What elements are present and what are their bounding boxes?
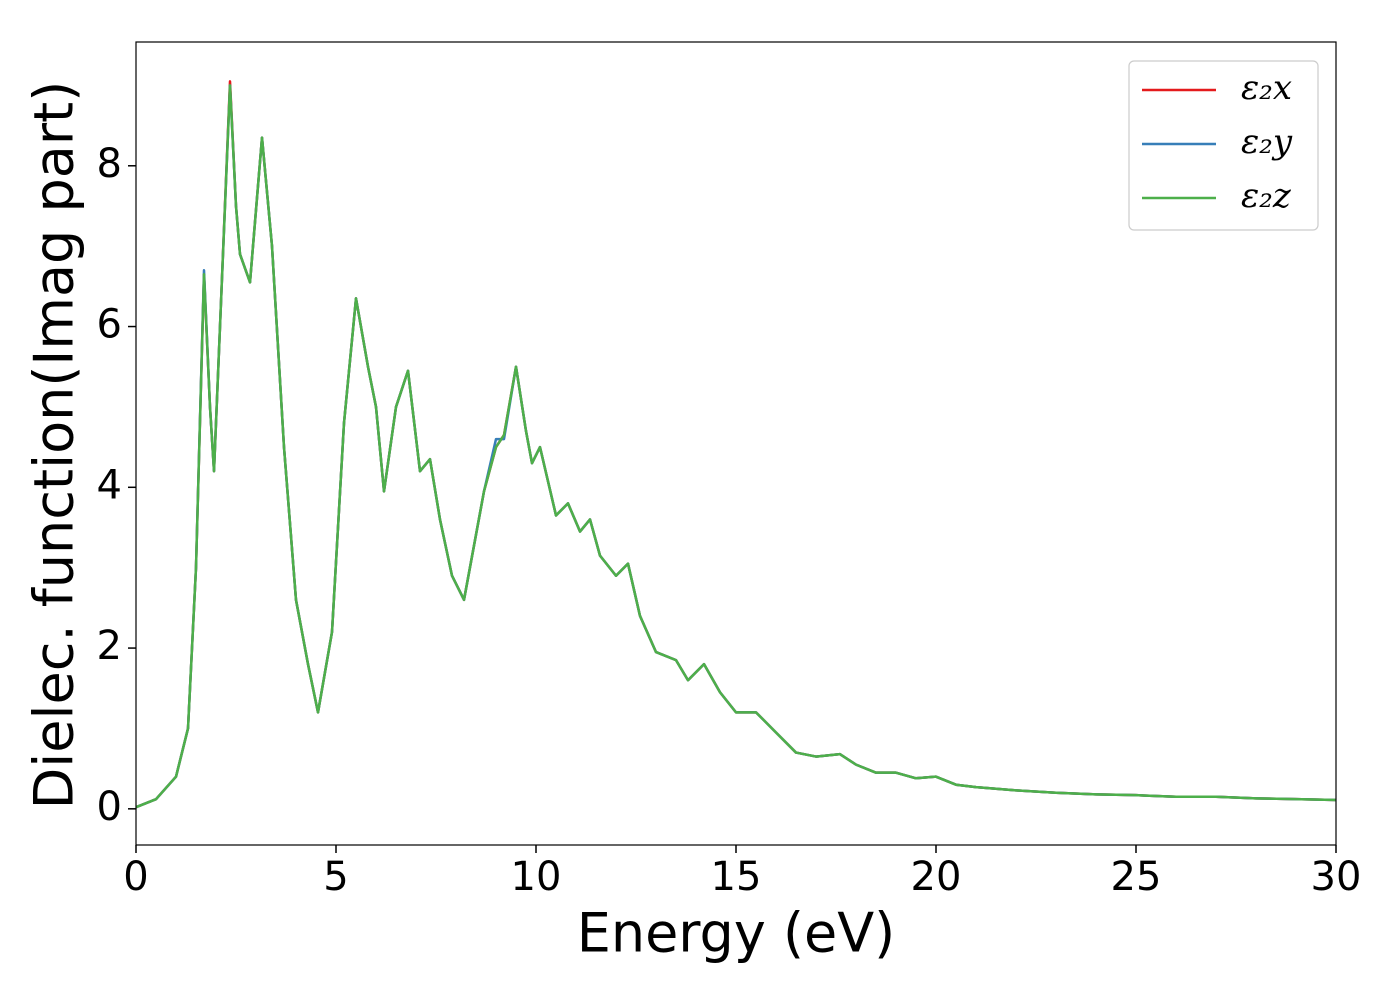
x-tick-label: 5: [323, 854, 348, 900]
legend-label: ε₂x: [1241, 68, 1292, 108]
legend-label: ε₂z: [1241, 176, 1292, 216]
x-tick-label: 10: [511, 854, 562, 900]
x-tick-label: 15: [711, 854, 762, 900]
y-axis-label: Dielec. function(Imag part): [23, 81, 86, 810]
y-tick-label: 4: [97, 462, 122, 508]
y-tick-label: 2: [97, 623, 122, 669]
y-tick-label: 0: [97, 784, 122, 830]
x-tick-label: 20: [911, 854, 962, 900]
plot-frame: [135, 41, 1337, 846]
y-tick-label: 8: [97, 141, 122, 187]
x-axis-label: Energy (eV): [577, 902, 896, 965]
y-tick-label: 6: [97, 302, 122, 348]
x-tick-label: 0: [123, 854, 148, 900]
legend-box: [1128, 60, 1319, 231]
x-tick-label: 30: [1311, 854, 1362, 900]
data-line: [135, 84, 1337, 809]
x-tick-label: 25: [1111, 854, 1162, 900]
legend-label: ε₂y: [1241, 122, 1293, 162]
